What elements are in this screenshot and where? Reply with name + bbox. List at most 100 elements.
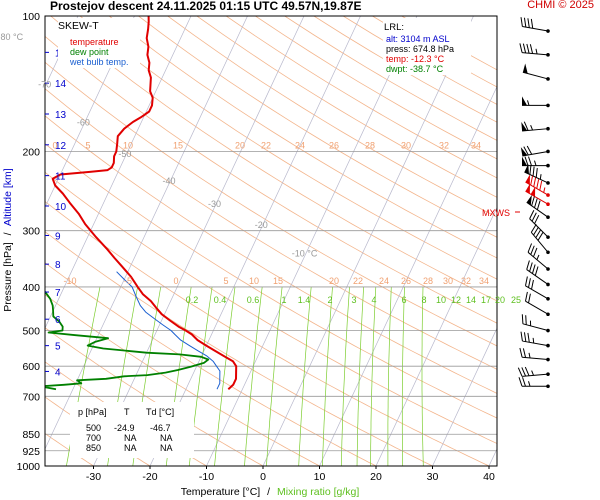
wind-barb-flag [525,174,530,185]
isotherm-line [488,448,497,466]
isotherm-line [262,16,474,466]
temperature-tick-label: -20 [142,471,157,483]
isotherm-label: -40 [162,176,175,186]
wind-barb-staff [522,26,549,32]
pressure-tick-label: 1000 [17,461,41,473]
wind-barb-feather [523,332,527,342]
wind-barb-staff [525,285,549,300]
wind-barb-feather [522,43,527,54]
temperature-tick-label: -30 [86,471,101,483]
mixing-ratio-line [266,286,283,466]
wind-barb-half-feather [527,100,530,106]
wind-barb [524,291,550,317]
adiabat-label-upper: 10 [123,140,133,150]
y-axis-label-altitude: Altitude [km] [2,168,14,226]
table-row-1-td: NA [160,433,173,443]
wind-barb [520,145,550,157]
lrl-press: press: 674.8 hPa [386,44,454,54]
lrl-dwpt: dwpt: -38.7 °C [386,64,444,74]
table-header-td: Td [°C] [146,407,174,417]
x-axis-label-temperature: Temperature [°C] [181,486,261,498]
adiabat-label-upper: 5 [85,140,90,150]
adiabat-label-lower: 15 [273,276,283,286]
wind-barb-feather [529,210,535,219]
wind-barb-station [546,103,550,108]
wind-barb-flag [522,156,527,166]
chart-header-title: Prostejov descent 24.11.2025 01:15 UTC 4… [50,0,362,13]
wind-barb-feather [529,165,532,175]
copyright-label: CHMI © 2025 [527,0,594,11]
lrl-title: LRL: [384,22,404,33]
wind-barb-half-feather [528,352,531,359]
wind-barb-half-feather [531,370,535,376]
wind-barb-feather [521,367,527,377]
isotherm-line [45,16,135,209]
pressure-tick-label: 925 [22,446,40,458]
altitude-tick-label: 14 [55,79,67,90]
adiabat-label-lower: 30 [443,276,453,286]
pressure-tick-label: 500 [22,326,40,338]
pressure-tick-label: 400 [22,282,40,294]
wind-barb-staff [530,232,549,253]
adiabat-label-upper: 22 [261,140,271,150]
table-row-2-td: NA [160,443,173,453]
adiabat-label-upper: 34 [471,140,481,150]
dry-adiabat [167,16,497,218]
wind-barb-feather [528,156,532,166]
adiabat-label-lower: 24 [379,276,389,286]
mixing-ratio-label: 4 [371,295,376,305]
wind-barb-flag [525,183,530,194]
isotherm-label: -80 °C [0,32,24,42]
adiabat-label-lower: 22 [353,276,363,286]
lrl-alt: alt: 3104 m ASL [386,34,450,44]
wind-barb [530,224,550,255]
wind-barb-feather [518,377,523,387]
wind-barb-feather [525,315,527,325]
isotherm-line [432,327,497,466]
mixing-ratio-label: 20 [495,295,505,305]
mixing-ratio-label: 6 [401,295,406,305]
mixing-ratio-label: 12 [451,295,461,305]
chart-title: SKEW-T [58,20,99,32]
wind-barb-station [546,343,550,348]
lrl-temp: temp: -12.3 °C [386,54,445,64]
altitude-tick-label: 5 [55,342,61,353]
adiabat-label-upper: 24 [295,140,305,150]
table-row-2-p: 850 [86,443,101,453]
wind-barb-station [546,296,550,301]
wind-barb-feather [524,276,528,286]
wind-barb [521,314,550,333]
y-axis-label-separator: / [2,232,14,235]
x-axis-title: Temperature [°C] / Mixing ratio [g/kg] [181,486,360,498]
wind-barb-feather [531,264,536,274]
adiabat-label-lower: 28 [423,276,433,286]
x-axis-label-separator: / [267,486,270,498]
wind-barb-feather [519,347,523,358]
wind-barb-feather [522,377,526,387]
pressure-tick-label: 850 [22,429,40,441]
adiabat-label-upper: 28 [365,140,375,150]
altitude-tick-label: 13 [55,110,67,121]
wind-barb-feather [520,17,523,27]
pressure-tick-label: 600 [22,361,40,373]
dry-adiabat [284,16,497,141]
mixing-ratio-label: 0.4 [214,295,227,305]
wind-barb [525,183,550,207]
wind-barb-station [546,372,550,376]
wind-barb-feather [519,43,523,53]
temperature-tick-label: 40 [483,471,495,483]
wind-barb [518,377,550,389]
adiabat-label-lower: 0 [173,276,178,286]
temperature-tick-label: 0 [260,471,266,483]
table-row-0-t: -24.9 [114,423,135,433]
y-axis-label-pressure: Pressure [hPa] [2,242,14,312]
table-row-1-t: NA [124,433,137,443]
isotherm-line [375,206,497,466]
isotherm-label: -60 [77,117,90,127]
dry-adiabat [401,16,497,71]
adiabat-label-lower: 26 [401,276,411,286]
x-axis-label-mixing: Mixing ratio [g/kg] [277,486,359,498]
pressure-tick-label: 100 [22,11,40,23]
wind-barb [520,17,550,33]
